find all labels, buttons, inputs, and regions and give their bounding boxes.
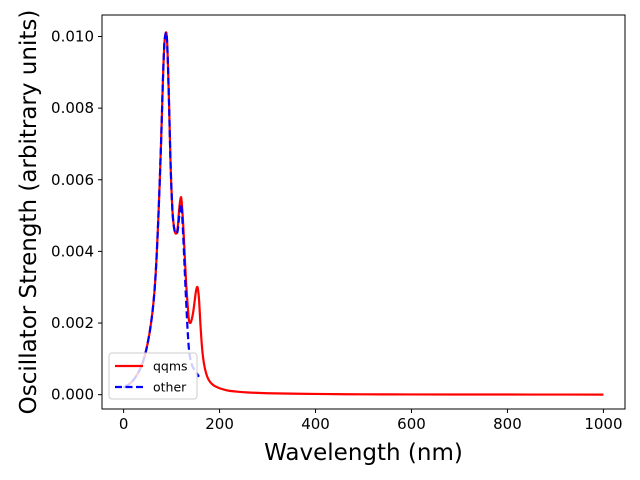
axes-frame — [101, 14, 626, 410]
x-axis-label: Wavelength (nm) — [264, 440, 463, 466]
x-tick-label: 200 — [205, 415, 234, 433]
x-tick-label: 600 — [397, 415, 426, 433]
y-tick-label: 0.010 — [51, 27, 94, 45]
x-axis-ticks: 0 200 400 600 800 1000 — [119, 409, 623, 433]
y-axis-label: Oscillator Strength (arbitrary units) — [16, 10, 42, 415]
legend-label-other: other — [153, 380, 187, 395]
series-layer — [122, 31, 604, 396]
legend: qqms other — [108, 352, 198, 400]
x-tick-label: 800 — [493, 415, 522, 433]
legend-label-qqms: qqms — [153, 359, 188, 374]
y-tick-label: 0.006 — [51, 171, 94, 189]
y-tick-label: 0.002 — [51, 314, 94, 332]
x-tick-label: 1000 — [584, 415, 622, 433]
y-tick-label: 0.008 — [51, 99, 94, 117]
y-tick-label: 0.004 — [51, 242, 94, 260]
x-tick-label: 0 — [119, 415, 129, 433]
y-tick-label: 0.000 — [51, 386, 94, 404]
plot-area — [101, 14, 626, 410]
y-axis-ticks: 0.000 0.002 0.004 0.006 0.008 0.010 — [51, 27, 102, 404]
x-tick-label: 400 — [301, 415, 330, 433]
